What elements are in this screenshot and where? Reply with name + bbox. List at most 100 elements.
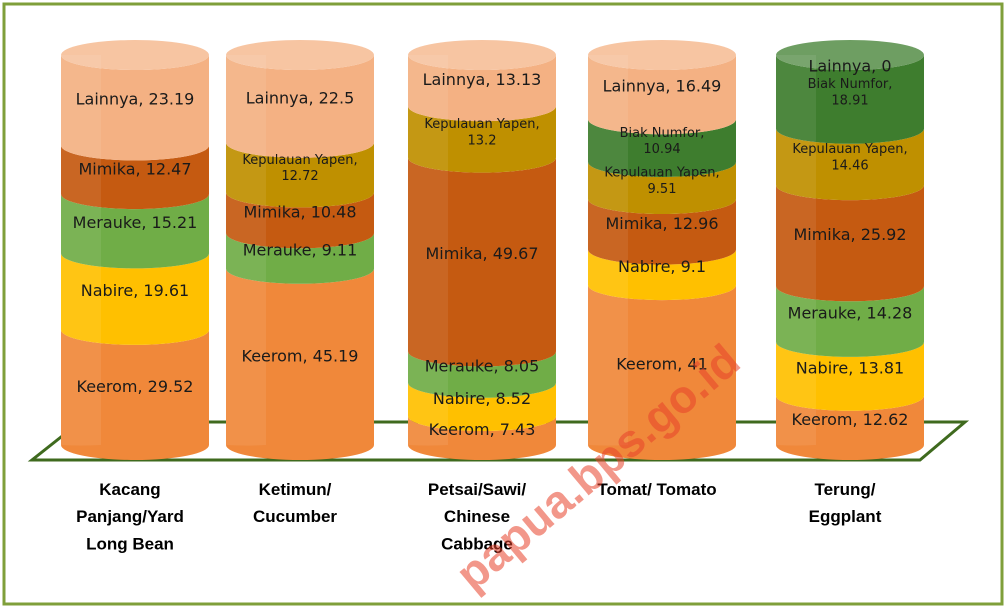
x-tick-label: Terung/Eggplant	[809, 480, 882, 526]
cylinder-segment	[408, 55, 556, 122]
cylinder-segment	[408, 382, 556, 432]
cylinder-segment	[588, 161, 736, 215]
data-label: Kepulauan Yapen, 14.46	[792, 142, 907, 173]
data-label: Lainnya, 16.49	[603, 77, 722, 96]
cylinder-segment	[588, 55, 736, 135]
data-label: Lainnya, 13.13	[423, 70, 542, 89]
cylinder-shade	[776, 55, 816, 446]
x-tick-label: Petsai/Sawi/Chinese Cabbage	[428, 480, 527, 553]
cylinder: Keerom, 29.52 Nabire, 19.61 Merauke, 15.21…	[61, 40, 209, 460]
cylinder-segment	[408, 106, 556, 173]
cylinder-top	[226, 40, 374, 70]
data-label: Lainnya, 22.5	[246, 88, 355, 107]
cylinder-segment	[776, 128, 924, 201]
cylinder-segment	[226, 268, 374, 460]
cylinder: Keerom, 12.62 Nabire, 13.81 Merauke, 14.28…	[776, 40, 924, 460]
cylinder-shade	[226, 55, 266, 446]
cylinder: Keerom, 41 Nabire, 9.1 Mimika, 12.96 Kepula…	[588, 40, 736, 460]
x-tick-label-line: Cabbage	[441, 535, 513, 554]
data-label: Mimika, 12.47	[78, 159, 191, 178]
data-label: Nabire, 19.61	[81, 281, 189, 300]
data-label: Keerom, 41	[616, 355, 708, 374]
cylinder: Keerom, 45.19 Merauke, 9.11 Mimika, 10.48 K…	[226, 40, 374, 460]
data-label: Merauke, 15.21	[73, 213, 198, 232]
x-tick-label-line: Kacang	[99, 480, 160, 499]
x-tick-label-line: Ketimun/	[259, 480, 332, 499]
x-tick-label: Ketimun/Cucumber	[253, 480, 337, 526]
x-tick-label-line: Cucumber	[253, 508, 337, 527]
cylinder-segment	[61, 55, 209, 161]
cylinder-segment	[61, 194, 209, 269]
cylinder-segment	[408, 416, 556, 460]
x-tick-label-line: Petsai/Sawi/	[428, 480, 527, 499]
data-label-line: Biak Numfor,	[808, 77, 893, 92]
x-tick-label-line: Tomat/ Tomato	[597, 480, 716, 499]
cylinder-segment	[588, 119, 736, 177]
data-label-line: Kepulauan Yapen,	[792, 142, 907, 157]
cylinder-segment	[776, 395, 924, 460]
data-label: Mimika, 49.67	[425, 244, 538, 263]
data-label-line: 12.72	[281, 169, 318, 184]
data-label: Nabire, 8.52	[433, 389, 531, 408]
cylinder-segment	[776, 341, 924, 411]
data-label: Lainnya, 0	[808, 57, 891, 76]
data-label: Mimika, 10.48	[243, 202, 356, 221]
data-label-line: 18.91	[831, 93, 868, 108]
data-label: Mimika, 12.96	[605, 214, 718, 233]
cylinder-segment	[226, 192, 374, 249]
cylinder-segment	[61, 145, 209, 210]
data-label: Merauke, 8.05	[425, 357, 540, 376]
cylinder-segment	[588, 285, 736, 460]
x-tick-label-line: Terung/	[814, 480, 875, 499]
x-tick-label-line: Eggplant	[809, 508, 882, 527]
x-tick-label-line: Panjang/Yard	[76, 508, 184, 527]
data-label: Biak Numfor, 10.94	[620, 125, 705, 156]
data-label: Kepulauan Yapen, 13.2	[424, 117, 539, 148]
cylinder-segment	[408, 351, 556, 398]
cylinder-segment	[226, 142, 374, 208]
cylinder: Keerom, 7.43 Nabire, 8.52 Merauke, 8.05 Mim…	[408, 40, 556, 460]
data-label: Keerom, 29.52	[77, 377, 194, 396]
data-label-line: Kepulauan Yapen,	[424, 117, 539, 132]
data-label-line: 10.94	[643, 142, 680, 157]
data-label: Keerom, 7.43	[429, 420, 536, 439]
data-label: Merauke, 14.28	[788, 304, 913, 323]
cylinder-top	[588, 40, 736, 70]
cylinder-segment	[226, 55, 374, 158]
cylinder-segment	[408, 157, 556, 367]
cylinder-segment	[776, 185, 924, 302]
cylinder-segment	[776, 55, 924, 144]
cylinder-shade	[408, 55, 448, 446]
cylinder-top	[776, 40, 924, 70]
data-label-line: 9.51	[648, 181, 677, 196]
data-label-line: Kepulauan Yapen,	[242, 152, 357, 167]
x-tick-label: Kacang Panjang/Yard Long Bean	[76, 480, 184, 553]
data-label: Kepulauan Yapen, 9.51	[604, 165, 719, 196]
cylinder-segment	[61, 329, 209, 460]
cylinder-segment	[61, 253, 209, 345]
data-label: Kepulauan Yapen, 12.72	[242, 152, 357, 183]
x-tick-label-line: Chinese	[444, 508, 510, 527]
data-label: Nabire, 13.81	[796, 358, 904, 377]
data-label: Keerom, 12.62	[792, 410, 909, 429]
cylinder-segment	[588, 199, 736, 265]
cylinder-segment	[588, 249, 736, 301]
cylinder-shade	[588, 55, 628, 446]
cylinder-top	[61, 40, 209, 70]
data-label: Mimika, 25.92	[793, 225, 906, 244]
x-tick-label-line: Long Bean	[86, 535, 174, 554]
cylinder-shade	[61, 55, 101, 446]
x-tick-label: Tomat/ Tomato	[597, 480, 716, 499]
data-label: Merauke, 9.11	[243, 240, 358, 259]
data-label-line: Kepulauan Yapen,	[604, 165, 719, 180]
cylinder-segment	[226, 233, 374, 284]
data-label: Keerom, 45.19	[242, 346, 359, 365]
plot: Keerom, 29.52 Nabire, 19.61 Merauke, 15.21…	[61, 40, 924, 554]
cylinder-segment	[776, 286, 924, 357]
data-label-line: Biak Numfor,	[620, 125, 705, 140]
data-label-line: 14.46	[831, 158, 868, 173]
data-label: Nabire, 9.1	[618, 257, 706, 276]
data-label: Lainnya, 23.19	[76, 90, 195, 109]
cylinder-top	[408, 40, 556, 70]
